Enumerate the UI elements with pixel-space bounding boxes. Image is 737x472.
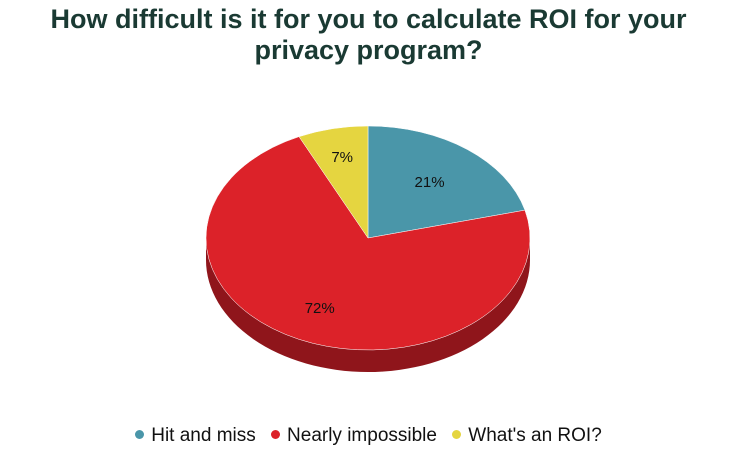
- pie-chart: 21% 72% 7%: [205, 125, 531, 372]
- legend-item-hit-and-miss[interactable]: Hit and miss: [135, 425, 256, 447]
- legend-label: What's an ROI?: [468, 425, 602, 446]
- data-label-2: 7%: [331, 149, 353, 166]
- legend-label: Hit and miss: [151, 425, 256, 446]
- chart-title: How difficult is it for you to calculate…: [50, 4, 687, 65]
- legend-item-nearly-impossible[interactable]: Nearly impossible: [271, 425, 437, 447]
- legend-swatch: [271, 430, 281, 439]
- legend-label: Nearly impossible: [287, 425, 437, 446]
- data-label-0: 21%: [415, 174, 445, 191]
- data-label-1: 72%: [305, 300, 335, 317]
- pie-slice-1: [205, 136, 531, 351]
- legend-item-whats-an-roi[interactable]: What's an ROI?: [452, 425, 602, 447]
- pie-slice-2: [298, 125, 369, 239]
- slice-side-1: [206, 238, 530, 372]
- legend-swatch: [135, 430, 145, 439]
- chart-legend: Hit and miss Nearly impossible What's an…: [0, 425, 737, 447]
- pie-slice-0: [367, 125, 526, 239]
- legend-swatch: [452, 430, 462, 439]
